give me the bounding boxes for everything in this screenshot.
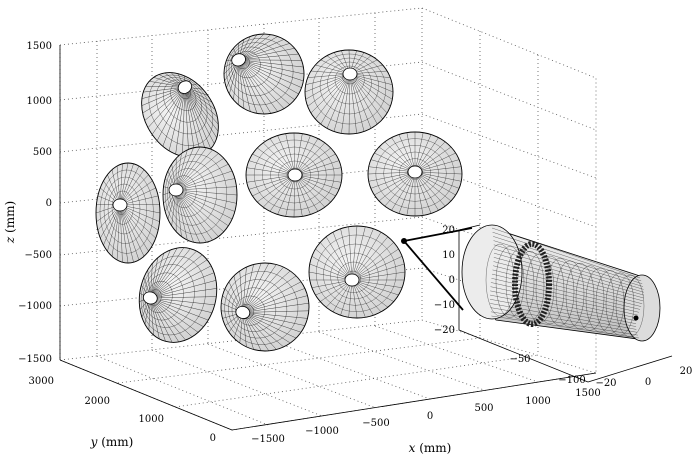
x-tick: −1500 [251,434,285,445]
mesh-ring [525,253,555,323]
mirror-hemisphere [304,49,394,135]
mesh-line [493,240,644,287]
mirror-hemisphere [141,72,219,158]
mesh-ring [605,272,635,336]
z-tick: −500 [25,250,52,261]
mesh-ring [505,248,535,320]
inset-y-ticks: −20 0 20 [595,366,692,389]
z-tick: 0 [46,198,52,209]
mesh-line [490,290,637,322]
y-tick: 0 [210,433,216,444]
inset-x-tick: −100 [558,375,585,386]
mirror-hemisphere [138,247,218,343]
mesh-ring [535,255,565,325]
mesh-line [492,269,642,307]
mesh-ring [485,243,515,317]
y-tick: 1000 [139,414,164,425]
x-tick: −1000 [305,426,339,437]
z-axis-label: z (mm) [3,201,17,244]
mesh-line [491,227,641,279]
mesh-ring [545,258,575,326]
z-tick: −1000 [18,301,52,312]
x-tick: 1000 [525,396,550,407]
mirror-hemisphere [308,225,406,319]
detector-mesh [485,227,645,339]
mirror-hemisphere [95,162,161,264]
mesh-line [490,311,638,336]
mesh-ring [595,270,625,334]
z-tick: 1000 [27,96,52,107]
z-axis-ticks: 1500 1000 500 0 −500 −1000 −1500 [18,41,52,365]
mesh-ring [555,260,585,328]
inset-y-tick: 0 [645,377,651,388]
mesh-ring [515,251,545,321]
mesh-line [491,315,639,339]
mirror-hemisphere [367,131,463,217]
y-axis-ticks: 3000 2000 1000 0 [29,376,216,444]
mesh-ring [495,246,525,318]
mesh-ring [565,263,595,329]
z-tick: 500 [33,147,52,158]
mesh-line [493,248,645,293]
z-tick: −1500 [18,354,52,365]
x-tick: 500 [474,403,493,414]
z-tick: 1500 [27,41,52,52]
mirror-hemisphere [223,33,305,115]
inset-z-tick: −10 [434,300,455,311]
mesh-line [493,252,644,296]
mirror-array [95,33,463,352]
mirror-hemisphere [245,132,343,218]
mesh-line [489,299,637,327]
inset-z-tick: −20 [434,325,455,336]
mesh-line [493,261,644,302]
inset-z-tick: 10 [442,250,455,261]
svg-text:z (mm): z (mm) [3,201,17,244]
mesh-ring [615,275,645,337]
inset-y-tick: 20 [680,366,693,377]
mesh-ring [585,267,615,333]
x-axis-ticks: −1500 −1000 −500 0 500 1000 1500 [251,388,601,445]
mesh-line [493,236,643,284]
y-axis-label: y (mm) [90,435,134,449]
mirror-hemisphere [162,146,238,244]
inset-z-ticks: 20 10 0 −10 −20 [434,225,455,336]
x-tick: 1500 [575,388,600,399]
y-tick: 3000 [29,376,54,387]
mesh-line [489,294,637,324]
detector-front [461,224,523,320]
z-unit: (mm) [3,201,17,233]
focus-point [401,238,407,244]
detector-collar [512,241,552,327]
inset-z-tick: 0 [449,275,455,286]
mesh-ring [575,265,605,331]
inset-y-tick: −20 [595,378,616,389]
zoom-connector [401,227,473,311]
mesh-line [490,307,638,333]
y-tick: 2000 [85,396,110,407]
mesh-line [493,244,644,290]
mesh-line [490,286,638,319]
mesh-line [493,265,643,304]
inset-detector: 20 10 0 −10 −20 −50 −100 −20 0 20 [434,224,692,389]
mesh-line [493,257,644,299]
inset-z-tick: 20 [442,225,455,236]
mesh-line [492,232,642,281]
inset-x-ticks: −50 −100 [509,354,585,386]
mesh-line [490,303,637,330]
x-tick: −500 [362,418,389,429]
x-tick: 0 [427,411,433,422]
z-label: z [3,236,17,244]
mirror-hemisphere [220,262,310,352]
x-axis-label: x (mm) [409,441,452,455]
inset-x-tick: −50 [509,354,530,365]
